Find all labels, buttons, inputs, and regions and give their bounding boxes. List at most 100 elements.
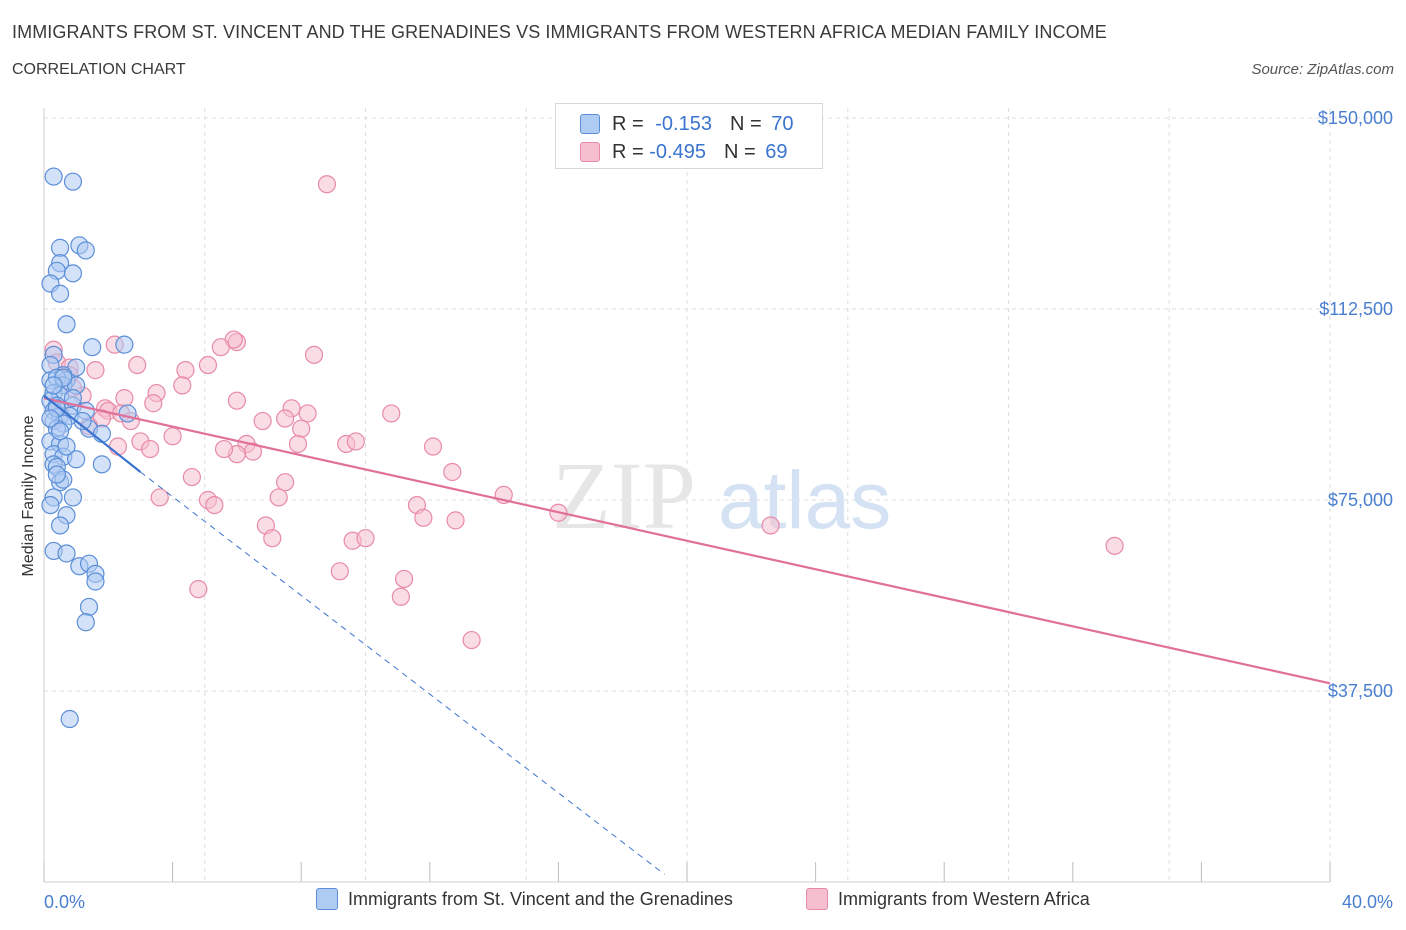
data-point-western-africa — [189, 580, 208, 599]
tick-labels: $150,000 $112,500 $75,000 $37,500 0.0% 40.0% — [44, 108, 1393, 912]
data-point-st-vincent — [92, 455, 111, 474]
data-point-st-vincent — [50, 238, 70, 257]
data-point-st-vincent — [50, 516, 70, 535]
chart-title: IMMIGRANTS FROM ST. VINCENT AND THE GREN… — [12, 22, 1107, 42]
trend-line-st-vincent — [43, 394, 142, 473]
data-point-western-africa — [86, 361, 105, 380]
source-label: Source: ZipAtlas.com — [1251, 61, 1394, 78]
legend-swatch-pink — [580, 142, 600, 162]
bottom-legend: Immigrants from St. Vincent and the Gren… — [0, 888, 1406, 916]
data-point-western-africa — [292, 419, 311, 438]
data-point-western-africa — [198, 355, 218, 375]
data-point-st-vincent — [57, 544, 76, 563]
data-point-st-vincent — [63, 389, 83, 408]
data-point-st-vincent — [118, 404, 137, 423]
data-point-st-vincent — [63, 172, 83, 191]
data-point-western-africa — [414, 508, 433, 527]
legend-r-value: -0.495 — [649, 140, 706, 163]
watermark-atlas: atlas — [718, 455, 891, 546]
x-tick-label-max: 40.0% — [1342, 892, 1393, 912]
data-point-western-africa — [253, 411, 272, 431]
data-point-st-vincent — [73, 411, 92, 431]
axes — [43, 108, 1331, 883]
data-point-western-africa — [298, 404, 317, 423]
bottom-legend-label-western-africa: Immigrants from Western Africa — [838, 888, 1090, 909]
data-point-st-vincent — [47, 465, 66, 484]
data-point-st-vincent — [86, 572, 105, 591]
data-point-western-africa — [144, 394, 163, 413]
data-point-western-africa — [1105, 536, 1124, 555]
data-point-st-vincent — [50, 284, 70, 303]
data-point-st-vincent — [67, 450, 86, 469]
data-point-western-africa — [128, 355, 147, 375]
data-point-western-africa — [150, 488, 169, 507]
data-point-western-africa — [382, 404, 401, 423]
data-point-western-africa — [276, 473, 295, 492]
bottom-legend-western-africa: Immigrants from Western Africa — [806, 888, 1090, 910]
bottom-legend-swatch-pink — [806, 888, 828, 910]
data-point-western-africa — [462, 630, 481, 650]
trend-lines — [43, 394, 1331, 875]
data-point-western-africa — [356, 529, 375, 548]
data-point-western-africa — [211, 338, 230, 357]
legend-n-value: 70 — [771, 112, 794, 135]
data-point-western-africa — [227, 391, 246, 410]
watermark-zip: ZIP — [552, 442, 696, 549]
data-point-western-africa — [304, 345, 324, 364]
data-point-st-vincent — [63, 488, 83, 507]
y-axis-label: Median Family Income — [20, 415, 37, 576]
data-point-st-vincent — [57, 315, 76, 334]
data-point-st-vincent — [60, 709, 79, 729]
data-point-western-africa — [330, 562, 349, 581]
data-point-western-africa — [214, 439, 234, 459]
legend-n-value: 69 — [765, 140, 788, 163]
data-point-st-vincent — [79, 597, 99, 617]
data-point-western-africa — [443, 462, 462, 482]
x-tick-label-min: 0.0% — [44, 892, 85, 912]
y-tick-label: $112,500 — [1319, 299, 1393, 319]
data-point-st-vincent — [76, 241, 95, 260]
data-point-st-vincent — [41, 495, 60, 515]
legend-row-st-vincent: R = -0.153 N = 70 — [580, 112, 793, 136]
data-point-western-africa — [761, 516, 780, 535]
legend-n-label: N = — [729, 112, 768, 135]
data-point-western-africa — [276, 409, 295, 428]
bottom-legend-label-st-vincent: Immigrants from St. Vincent and the Gren… — [348, 888, 733, 909]
legend-r-value: -0.153 — [655, 112, 712, 135]
data-point-st-vincent — [41, 409, 60, 428]
data-point-st-vincent — [63, 264, 83, 283]
data-point-st-vincent — [115, 335, 134, 354]
legend-r-label: R = — [612, 140, 650, 163]
legend-r-label: R = — [612, 112, 650, 135]
bottom-legend-swatch-blue — [316, 888, 338, 910]
data-point-western-africa — [394, 569, 414, 589]
data-point-western-africa — [423, 437, 443, 456]
data-point-western-africa — [176, 361, 195, 380]
data-point-western-africa — [205, 495, 224, 515]
data-point-st-vincent — [76, 613, 95, 632]
y-tick-label: $37,500 — [1328, 681, 1393, 701]
y-tick-label: $150,000 — [1318, 108, 1393, 128]
bottom-legend-st-vincent: Immigrants from St. Vincent and the Gren… — [316, 888, 733, 910]
data-point-western-africa — [346, 432, 365, 451]
data-point-western-africa — [173, 376, 192, 395]
data-point-western-africa — [391, 587, 410, 606]
series-western-africa-points — [44, 175, 1124, 650]
watermark: ZIP atlas — [552, 442, 891, 549]
data-point-western-africa — [182, 467, 201, 487]
data-point-western-africa — [269, 488, 288, 507]
data-point-st-vincent — [44, 376, 63, 395]
data-point-western-africa — [317, 175, 337, 194]
data-point-western-africa — [140, 439, 160, 459]
data-point-st-vincent — [92, 424, 111, 443]
data-point-western-africa — [115, 389, 134, 408]
legend-swatch-blue — [580, 114, 600, 134]
legend-n-label: N = — [723, 140, 762, 163]
data-point-western-africa — [108, 437, 128, 456]
data-point-western-africa — [163, 427, 182, 446]
data-point-western-africa — [446, 511, 465, 530]
data-point-western-africa — [263, 529, 282, 548]
data-point-st-vincent — [57, 437, 76, 456]
chart-subtitle: CORRELATION CHART — [12, 61, 186, 78]
